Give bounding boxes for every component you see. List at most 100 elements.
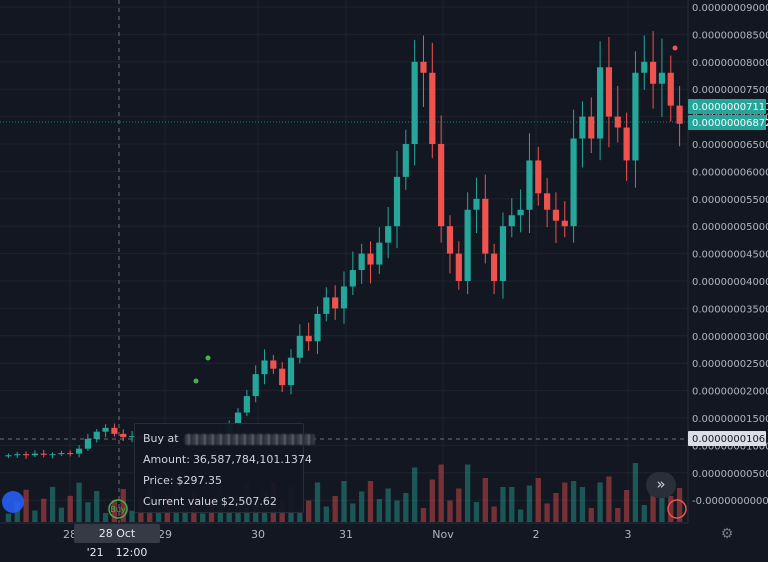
candle-body: [614, 116, 621, 128]
volume-bar: [385, 488, 391, 522]
volume-bar: [182, 504, 188, 522]
time-axis-label: 31: [339, 528, 353, 541]
candle-body: [332, 297, 339, 309]
volume-bar: [85, 502, 91, 522]
price-axis-label: 0.00000003500: [692, 304, 768, 315]
candle-body: [491, 253, 498, 281]
volume-bar: [314, 482, 321, 522]
candle-body: [605, 67, 613, 117]
volume-bar: [632, 463, 639, 522]
volume-bar: [120, 489, 126, 522]
volume-bar: [420, 508, 427, 522]
tooltip-title: Buy at: [143, 432, 179, 445]
volume-bar: [482, 478, 488, 522]
candle-body: [58, 453, 65, 455]
double-chevron-right-icon: »: [656, 475, 666, 493]
price-axis-label: 0.00000001500: [692, 414, 768, 425]
price-chart[interactable]: 0.00000009000 0.00000008500 0.00000008000 0…: [0, 0, 768, 545]
candle-body: [5, 455, 12, 457]
volume-bar: [500, 487, 506, 522]
candle-body: [67, 453, 74, 455]
candle-body: [40, 453, 47, 455]
candle-body: [305, 335, 312, 342]
candle-body: [420, 61, 427, 73]
trade-dot: [205, 355, 211, 361]
redacted-date: [185, 433, 316, 445]
price-axis-label: 0.00000004000: [692, 277, 768, 288]
gear-icon[interactable]: ⚙: [720, 526, 734, 542]
price-axis-label: 0.00000001000: [692, 441, 768, 452]
candle-body: [102, 427, 109, 432]
scroll-to-realtime-button[interactable]: »: [646, 472, 676, 498]
candle-body: [393, 176, 401, 227]
volume-bar: [102, 512, 109, 522]
volume-bar: [155, 507, 162, 522]
candle-body: [349, 270, 356, 287]
volume-bar: [438, 464, 444, 522]
volume-bar: [323, 506, 329, 522]
volume-bar: [200, 513, 206, 522]
tradingview-logo-icon[interactable]: [2, 491, 24, 513]
volume-bar: [412, 467, 418, 522]
candle-body: [287, 357, 295, 386]
time-axis-label: 2: [533, 528, 540, 541]
candle-body: [14, 454, 21, 456]
candle-body: [623, 127, 630, 161]
volume-bar: [429, 479, 435, 522]
volume-bar: [579, 487, 586, 522]
candle-body: [270, 360, 277, 369]
volume-bar: [473, 502, 480, 522]
candle-body: [650, 61, 657, 84]
candle-body: [438, 144, 445, 227]
volume-bar: [570, 481, 577, 522]
volume-bar: [491, 506, 497, 522]
amount-label: Amount:: [143, 453, 190, 466]
candle-body: [93, 431, 100, 439]
volume-bar: [376, 499, 382, 522]
volume-bar: [464, 464, 471, 522]
price-axis-label: 0.00000000500: [692, 469, 768, 480]
candle-body: [535, 160, 542, 194]
chart-grid: [0, 0, 688, 523]
volume-bar: [562, 482, 568, 522]
candle-body: [579, 116, 586, 139]
candle-body: [561, 220, 568, 227]
time-axis-label: 30: [251, 528, 265, 541]
candle-body: [588, 116, 595, 139]
volume-bar: [341, 481, 347, 522]
volume-bar: [367, 481, 374, 522]
volume-bar: [76, 482, 82, 522]
candle-body: [49, 454, 56, 456]
crosshair-time-label: 28 Oct '21 12:00: [74, 524, 160, 559]
candlesticks: [5, 31, 683, 459]
volume-bar: [350, 503, 356, 522]
candle-body: [243, 396, 250, 413]
time-axis[interactable]: 28 29 30 31 Nov 2 3: [0, 522, 768, 545]
volume-bar: [58, 507, 65, 522]
candle-body: [526, 160, 533, 210]
time-axis-label: 3: [625, 528, 632, 541]
price-axis-label: 0.00000005500: [692, 195, 768, 206]
current-value-value: $2,507.62: [220, 495, 277, 508]
candle-body: [632, 72, 639, 161]
candle-body: [314, 313, 321, 342]
volume-bar: [615, 508, 621, 522]
candle-body: [667, 72, 674, 106]
price-tag-bg: [688, 99, 766, 114]
current-value-label: Current value: [143, 495, 218, 508]
price-axis-label: 0.00000007500: [692, 85, 768, 96]
volume-bar: [332, 496, 338, 522]
candle-body: [128, 436, 136, 438]
candle-body: [641, 61, 648, 73]
candle-body: [75, 448, 83, 454]
candle-body: [429, 72, 436, 144]
price-axis-label: 0.00000002500: [692, 359, 768, 370]
price-axis-label: 0.00000006500: [692, 140, 768, 151]
candle-body: [544, 193, 551, 210]
candle-body: [323, 297, 330, 314]
volume-bar: [526, 485, 533, 522]
buy-marker-label: Buy: [110, 505, 126, 514]
volume-bar: [606, 476, 612, 522]
price-axis-label: 0.00000005000: [692, 222, 768, 233]
candle-body: [120, 433, 127, 438]
